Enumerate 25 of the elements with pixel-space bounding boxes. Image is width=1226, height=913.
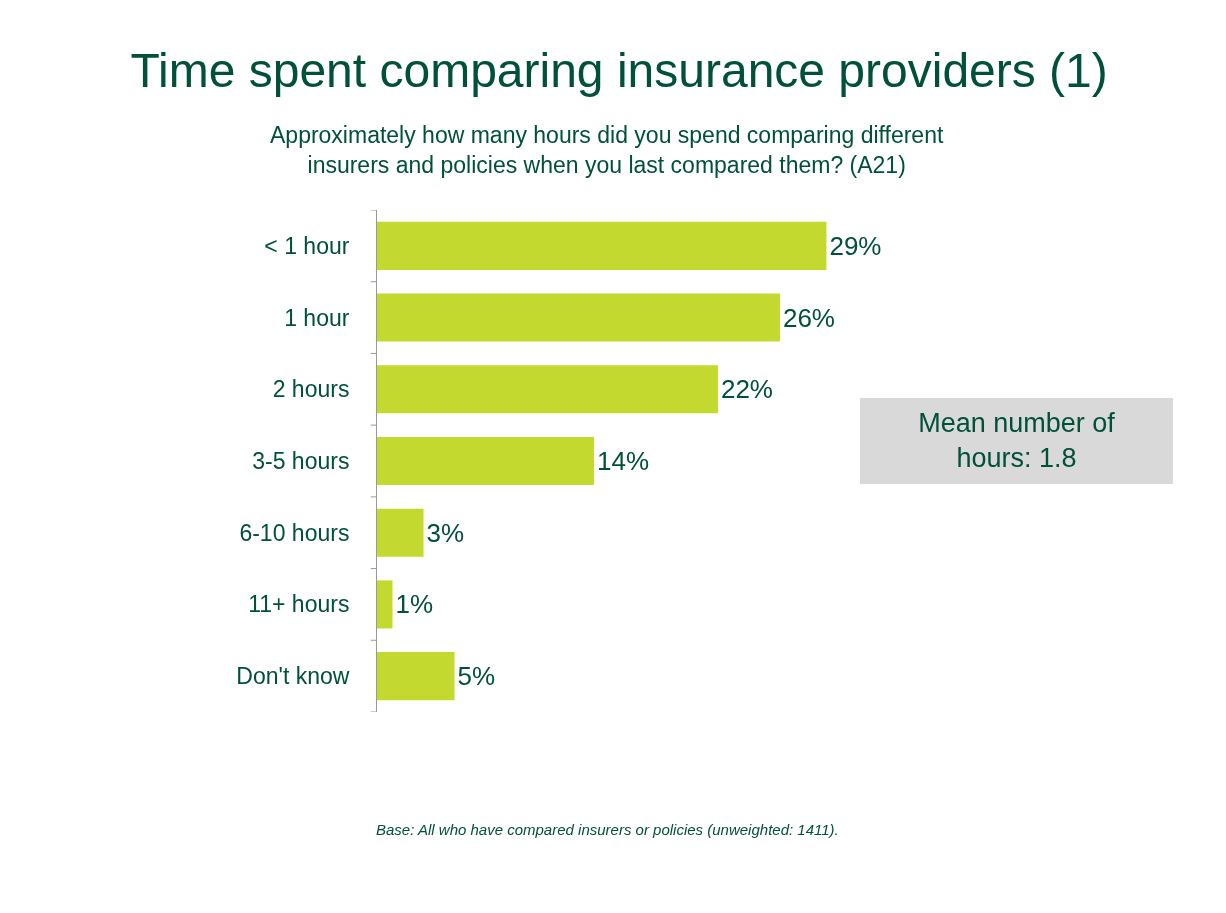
y-tick-label: 3-5 hours	[252, 448, 350, 475]
data-label: 14%	[596, 446, 650, 476]
y-tick-label: 6-10 hours	[239, 519, 350, 546]
bar	[377, 508, 424, 557]
data-label: 22%	[720, 374, 773, 405]
data-label: 26%	[782, 302, 835, 333]
bar	[377, 365, 718, 414]
y-tick-label: 2 hours	[272, 376, 350, 403]
bar	[377, 652, 455, 701]
text: Base: All who have compared insurers or policies (unweighted: 1411).	[376, 821, 839, 838]
data-label: 1%	[395, 589, 434, 620]
data-label: 5%	[457, 661, 496, 692]
bar	[377, 436, 594, 486]
chart-subtitle: Approximately how many hours did you spend comparing different insurers and policies when you last compared them? (A21)	[270, 122, 944, 178]
bar	[377, 580, 393, 629]
bar	[377, 221, 827, 270]
text-box: Mean number of hours: 1.8	[860, 398, 1173, 484]
y-tick-label: 1 hour	[284, 304, 350, 331]
y-tick-label: < 1 hour	[264, 232, 350, 259]
chart-title: Time spent comparing insurance providers (1)	[130, 44, 1108, 98]
data-label: 3%	[426, 517, 465, 548]
data-label: 29%	[829, 230, 882, 261]
bar	[377, 293, 780, 342]
y-tick-label: 11+ hours	[248, 591, 350, 618]
y-tick-label: Don't know	[236, 663, 350, 690]
